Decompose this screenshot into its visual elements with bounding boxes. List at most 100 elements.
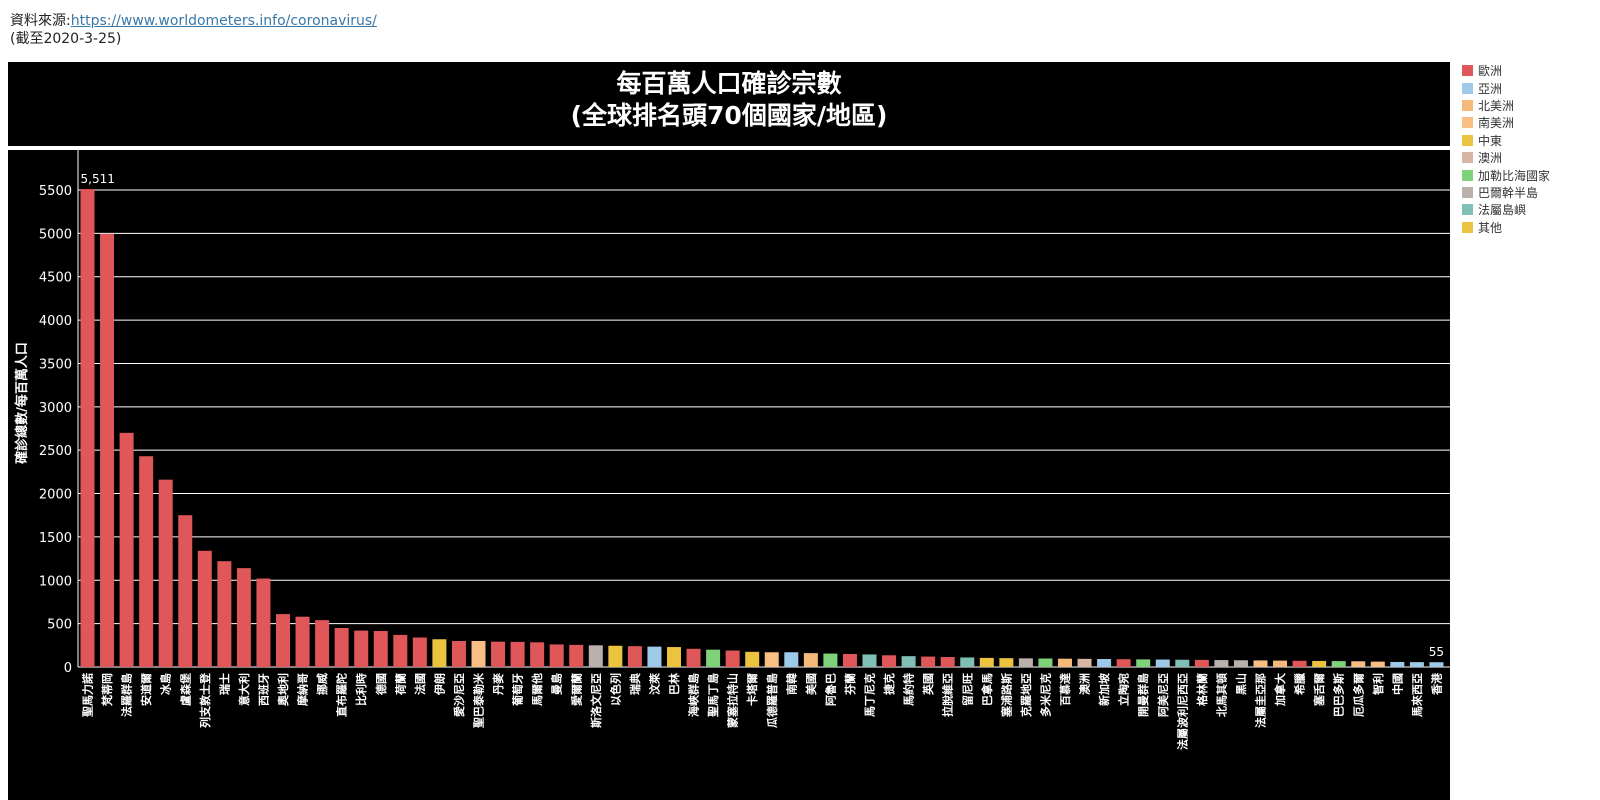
x-tick-label: 英國 — [921, 673, 935, 696]
bar-60 — [1233, 660, 1248, 667]
bar-2 — [100, 233, 115, 667]
bar-66 — [1351, 661, 1366, 667]
x-tick-label: 蒙塞拉特山 — [726, 673, 740, 728]
legend-swatch — [1462, 221, 1473, 233]
bar-34 — [725, 650, 740, 667]
bar-3 — [119, 432, 134, 667]
x-tick-label: 北馬其頓 — [1214, 673, 1228, 717]
legend-label: 亞洲 — [1478, 81, 1503, 96]
legend-swatch — [1462, 99, 1473, 111]
x-tick-label: 澳洲 — [1078, 673, 1092, 695]
bar-25 — [549, 644, 564, 667]
bar-20 — [451, 640, 466, 667]
bar-64 — [1312, 660, 1327, 667]
x-tick-label: 意大利 — [237, 673, 251, 706]
bar-28 — [608, 645, 623, 667]
y-axis-label: 確診總數/每百萬人口 — [14, 342, 30, 464]
x-tick-label: 中國 — [1390, 673, 1404, 695]
chart-panel: 0 500 1000 1500 2000 2500 3000 3500 4000 4500 5000… — [8, 148, 1450, 800]
y-tick-label: 1000 — [39, 574, 72, 589]
bar-59 — [1214, 660, 1229, 667]
legend-label: 歐洲 — [1478, 64, 1503, 79]
bar-44 — [921, 656, 936, 667]
bar-31 — [667, 647, 681, 667]
x-tick-label: 西班牙 — [256, 673, 270, 706]
x-tick-label: 盧森堡 — [178, 673, 192, 706]
legend-swatch — [1462, 82, 1473, 94]
x-tick-label: 斯洛文尼亞 — [589, 673, 603, 728]
x-tick-label: 立陶宛 — [1117, 673, 1131, 706]
source-link[interactable]: https://www.worldometers.info/coronaviru… — [70, 13, 377, 29]
x-tick-label: 芬蘭 — [843, 673, 857, 696]
bar-42 — [882, 655, 897, 667]
x-tick-label: 聖巴泰勒米 — [472, 672, 486, 728]
x-tick-label: 荷蘭 — [393, 673, 407, 696]
legend-swatch — [1462, 117, 1473, 129]
y-tick-label: 1500 — [39, 531, 72, 546]
y-tick-label: 500 — [47, 618, 72, 633]
x-tick-label: 加拿大 — [1273, 673, 1287, 707]
x-tick-label: 汶萊 — [647, 672, 661, 695]
bar-30 — [647, 646, 662, 667]
x-tick-label: 海峽群島 — [687, 673, 701, 717]
bar-23 — [510, 641, 525, 667]
bar-22 — [491, 641, 506, 667]
legend-swatch — [1462, 134, 1473, 146]
chart-title-panel: 每百萬人口確診宗數 (全球排名頭70個國家/地區) — [8, 62, 1450, 146]
source-label: 資料來源: — [10, 13, 71, 29]
bar-10 — [256, 578, 271, 667]
legend-item: 歐洲 — [1462, 62, 1600, 79]
bar-69 — [1409, 662, 1424, 667]
bar-6 — [178, 515, 193, 667]
x-tick-label: 挪威 — [315, 673, 329, 695]
bar-26 — [569, 644, 584, 667]
bar-11 — [276, 614, 290, 667]
bar-32 — [686, 648, 701, 667]
x-tick-label: 智利 — [1371, 673, 1385, 695]
bar-40 — [842, 653, 857, 667]
x-tick-label: 馬丁尼克 — [863, 673, 877, 717]
x-tick-label: 拉脫維亞 — [941, 673, 955, 717]
x-tick-label: 卡塔爾 — [745, 673, 759, 706]
bar-chart: 0 500 1000 1500 2000 2500 3000 3500 4000 4500 5000… — [8, 148, 1450, 750]
x-tick-label: 百慕達 — [1058, 673, 1072, 706]
bar-27 — [588, 645, 603, 667]
bar-61 — [1253, 660, 1268, 667]
legend-label: 巴爾幹半島 — [1478, 185, 1539, 200]
x-tick-label: 列支敦士登 — [198, 672, 212, 728]
bar-21 — [471, 640, 486, 667]
legend-item: 亞洲 — [1462, 79, 1600, 96]
bar-13 — [315, 620, 330, 667]
bar-63 — [1292, 660, 1307, 667]
bar-9 — [236, 568, 251, 667]
bar-36 — [764, 652, 779, 667]
x-tick-label: 瑞士 — [217, 673, 231, 695]
bar-29 — [627, 646, 642, 667]
x-tick-label: 比利時 — [354, 673, 368, 706]
legend-item: 法屬島嶼 — [1462, 201, 1600, 218]
data-label: 55 — [1429, 645, 1444, 659]
bar-50 — [1038, 658, 1053, 667]
x-tick-label: 曼島 — [550, 673, 564, 695]
y-tick-label: 3500 — [39, 357, 72, 372]
bar-12 — [295, 616, 310, 667]
x-tick-label: 克羅地亞 — [1019, 673, 1033, 717]
y-tick-label: 2000 — [39, 488, 72, 503]
bar-39 — [823, 653, 838, 667]
x-tick-label: 法屬波利尼西亞 — [1175, 673, 1189, 750]
bar-24 — [530, 642, 545, 667]
bar-67 — [1370, 661, 1385, 667]
bar-38 — [803, 653, 818, 667]
x-tick-label: 馬來西亞 — [1410, 673, 1424, 717]
x-tick-label: 新加坡 — [1097, 672, 1111, 706]
x-tick-label: 法國 — [413, 673, 427, 695]
x-tick-label: 摩納哥 — [296, 673, 310, 706]
x-tick-label: 瑞典 — [628, 673, 642, 695]
bar-17 — [393, 634, 408, 667]
x-tick-label: 香港 — [1429, 672, 1443, 696]
bar-53 — [1097, 659, 1112, 667]
x-tick-label: 阿魯巴 — [823, 673, 837, 706]
legend-swatch — [1462, 169, 1473, 181]
data-label: 5,511 — [81, 172, 115, 186]
x-tick-label: 開曼群島 — [1136, 673, 1150, 717]
